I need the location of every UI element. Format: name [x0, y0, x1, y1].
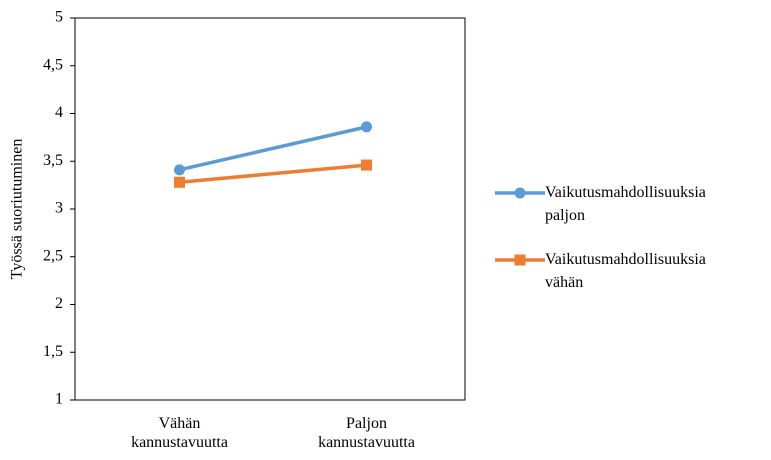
y-tick-label: 2,5 — [43, 247, 63, 264]
y-tick-label: 1 — [55, 391, 63, 408]
y-axis-label: Työssä suoriutuminen — [9, 139, 26, 280]
y-tick-label: 4,5 — [43, 56, 63, 73]
legend-marker — [514, 254, 526, 266]
y-tick-label: 5 — [55, 9, 63, 26]
legend-label: Vaikutusmahdollisuuksia paljon — [545, 184, 706, 224]
y-tick-label: 4 — [55, 104, 63, 121]
y-tick-label: 1,5 — [43, 343, 63, 360]
marker — [361, 121, 372, 133]
legend-label: Vaikutusmahdollisuuksia vähän — [545, 251, 706, 291]
y-tick-label: 2 — [55, 295, 63, 312]
legend-marker — [514, 187, 526, 199]
x-tick-label: Paljon kannustavuutta — [318, 415, 415, 451]
marker — [174, 164, 185, 176]
line — [179, 163, 367, 185]
marker — [361, 159, 372, 171]
plot-frame — [74, 17, 466, 401]
x-tick-label: Vähän kannustavuutta — [131, 415, 228, 451]
y-tick-label: 3,5 — [43, 152, 63, 169]
marker — [174, 176, 185, 188]
line — [179, 125, 367, 172]
y-tick-label: 3 — [55, 200, 63, 217]
